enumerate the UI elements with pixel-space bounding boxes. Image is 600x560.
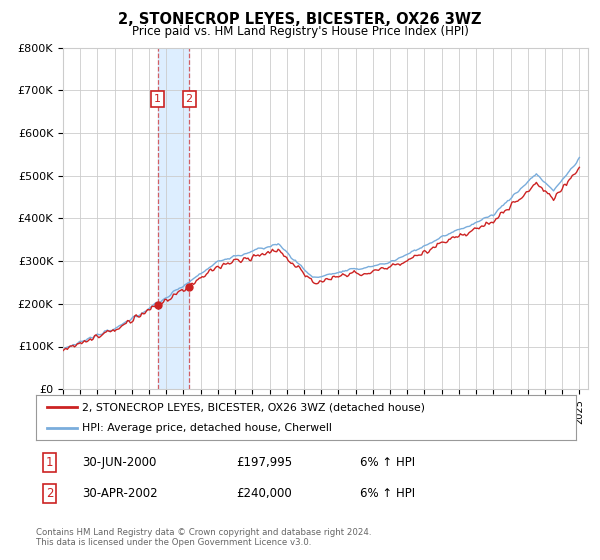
- Text: 1: 1: [154, 94, 161, 104]
- Text: HPI: Average price, detached house, Cherwell: HPI: Average price, detached house, Cher…: [82, 423, 332, 433]
- Text: 30-JUN-2000: 30-JUN-2000: [82, 456, 156, 469]
- Text: 1: 1: [46, 456, 53, 469]
- Text: 2: 2: [46, 487, 53, 500]
- Text: 30-APR-2002: 30-APR-2002: [82, 487, 158, 500]
- Text: £240,000: £240,000: [236, 487, 292, 500]
- Text: 2: 2: [185, 94, 193, 104]
- Text: 6% ↑ HPI: 6% ↑ HPI: [360, 456, 415, 469]
- Text: Contains HM Land Registry data © Crown copyright and database right 2024.
This d: Contains HM Land Registry data © Crown c…: [36, 528, 371, 547]
- Text: 6% ↑ HPI: 6% ↑ HPI: [360, 487, 415, 500]
- Bar: [158, 48, 189, 389]
- Text: 2, STONECROP LEYES, BICESTER, OX26 3WZ (detached house): 2, STONECROP LEYES, BICESTER, OX26 3WZ (…: [82, 402, 425, 412]
- Text: Price paid vs. HM Land Registry's House Price Index (HPI): Price paid vs. HM Land Registry's House …: [131, 25, 469, 38]
- Text: 2, STONECROP LEYES, BICESTER, OX26 3WZ: 2, STONECROP LEYES, BICESTER, OX26 3WZ: [118, 12, 482, 27]
- Text: £197,995: £197,995: [236, 456, 292, 469]
